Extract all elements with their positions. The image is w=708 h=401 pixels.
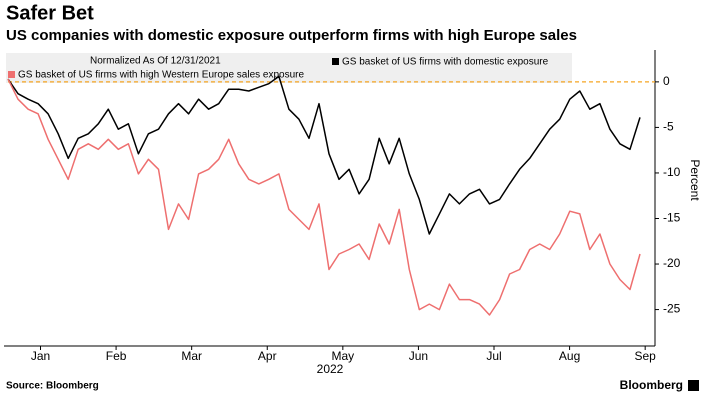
series-line	[7, 78, 641, 316]
legend-label: GS basket of US firms with domestic expo…	[342, 57, 549, 68]
legend-swatch	[332, 58, 339, 65]
x-tick-label: Jul	[486, 349, 501, 363]
x-tick-label: Mar	[181, 349, 202, 363]
x-tick-label: Sep	[634, 349, 656, 363]
source: Source: Bloomberg	[6, 381, 99, 392]
x-tick-label: Aug	[559, 349, 580, 363]
brand-icon	[688, 380, 699, 391]
chart-subtitle: US companies with domestic exposure outp…	[6, 27, 577, 44]
x-tick-label: Jan	[31, 349, 50, 363]
x-axis-label: 2022	[317, 362, 344, 376]
y-tick-label: -10	[663, 165, 681, 179]
brand: Bloomberg	[620, 378, 683, 392]
y-tick-label: 0	[663, 74, 670, 88]
series-line	[7, 75, 641, 235]
y-tick-label: -25	[663, 302, 681, 316]
x-tick-label: Apr	[258, 349, 277, 363]
y-tick-label: -5	[663, 120, 674, 134]
y-tick-label: -20	[663, 256, 681, 270]
x-tick-label: May	[332, 349, 355, 363]
y-axis-label: Percent	[688, 159, 702, 201]
legend-box	[6, 53, 572, 83]
x-tick-label: Jun	[409, 349, 428, 363]
legend-swatch	[8, 71, 15, 78]
legend-label: GS basket of US firms with high Western …	[18, 70, 304, 81]
chart-title: Safer Bet	[6, 2, 94, 24]
y-tick-label: -15	[663, 211, 681, 225]
legend-title: Normalized As Of 12/31/2021	[90, 56, 221, 67]
x-tick-label: Feb	[106, 349, 127, 363]
